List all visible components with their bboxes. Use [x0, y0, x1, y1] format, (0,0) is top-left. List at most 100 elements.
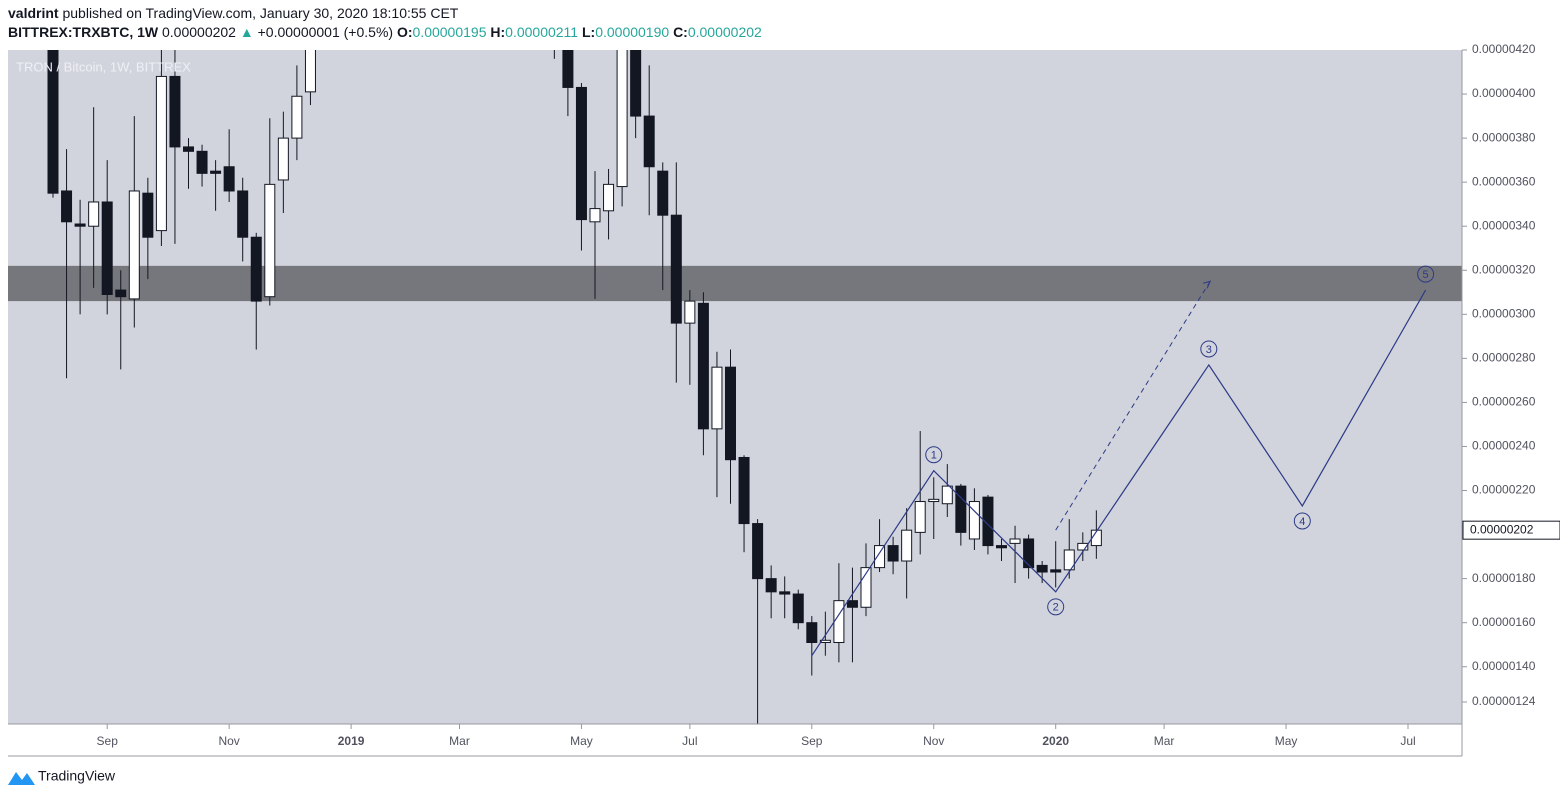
candle-body: [575, 86, 587, 221]
candle-body: [223, 166, 235, 192]
x-tick-label: Sep: [97, 734, 119, 748]
candle-body: [142, 192, 154, 238]
quote-value: 0.00000190: [595, 24, 669, 40]
chart-legend: TRON / Bitcoin, 1W, BITTREX: [16, 59, 191, 74]
x-tick-label: May: [570, 734, 593, 748]
resistance-zone: [8, 265, 1462, 302]
y-tick-label: 0.00000360: [1472, 174, 1536, 188]
candle-body: [874, 545, 886, 569]
candle-body: [264, 183, 276, 298]
wave-label-circle: [1293, 512, 1311, 530]
candle-body: [968, 501, 980, 540]
candle-body: [1036, 564, 1048, 573]
candle-body: [684, 300, 696, 324]
wave-label-circle: [1200, 340, 1218, 358]
symbol: BITTREX:TRXBTC, 1W: [8, 24, 159, 40]
y-tick-label: 0.00000300: [1472, 306, 1536, 320]
candle-body: [914, 501, 926, 533]
candle-body: [711, 366, 723, 430]
y-tick-label: 0.00000420: [1472, 42, 1536, 56]
y-tick-label: 0.00000160: [1472, 615, 1536, 629]
x-tick-label: May: [1275, 734, 1298, 748]
candle-body: [630, 50, 642, 117]
candle-body: [928, 498, 940, 503]
candle-body: [779, 591, 791, 595]
candle-body: [657, 170, 669, 216]
candle-body: [752, 523, 764, 580]
candle-body: [725, 366, 736, 461]
candle-body: [996, 545, 1007, 549]
projection-line: [1055, 281, 1211, 531]
candle-body: [765, 578, 777, 593]
candle-body: [616, 50, 628, 188]
candle-body: [183, 146, 194, 152]
candle-body: [643, 115, 655, 168]
change: +0.00000001 (+0.5%): [258, 24, 393, 40]
x-tick-label: Nov: [218, 734, 239, 748]
header-line-1: valdrint published on TradingView.com, J…: [8, 5, 459, 21]
candle-body: [1063, 549, 1075, 571]
candle-body: [1090, 529, 1102, 547]
candle-body: [901, 529, 913, 562]
candle-body: [115, 289, 127, 298]
y-tick-label: 0.00000340: [1472, 218, 1536, 232]
candle-body: [670, 214, 682, 324]
candle-body: [738, 456, 750, 525]
x-tick-label: Mar: [449, 734, 470, 748]
candle-body: [1009, 538, 1021, 544]
x-tick-label: Jul: [1400, 734, 1415, 748]
candle-body: [74, 223, 86, 227]
x-tick-label: Mar: [1154, 734, 1175, 748]
published: published on TradingView.com, January 30…: [62, 5, 458, 21]
wave-label: 5: [1423, 269, 1429, 281]
candle-body: [887, 545, 899, 562]
candle-body: [291, 95, 303, 139]
candle-body: [697, 302, 709, 430]
candle-body: [1050, 569, 1062, 573]
quote-label: L:: [582, 24, 595, 40]
candle-body: [806, 622, 818, 644]
candle-body: [792, 593, 804, 624]
quote-value: 0.00000195: [413, 24, 487, 40]
y-tick-label: 0.00000124: [1472, 694, 1536, 708]
quote-value: 0.00000211: [505, 24, 578, 40]
wave-label-circle: [925, 446, 943, 464]
y-tick-label: 0.00000140: [1472, 659, 1536, 673]
x-tick-label: 2019: [338, 734, 365, 748]
candle-body: [277, 137, 289, 181]
author: valdrint: [8, 5, 59, 21]
candle-body: [47, 50, 59, 194]
candle-body: [833, 600, 845, 644]
candle-body: [589, 208, 601, 223]
candle-body: [304, 50, 316, 93]
candle-body: [860, 567, 872, 608]
candle-body: [1023, 538, 1035, 569]
y-tick-label: 0.00000260: [1472, 395, 1536, 409]
candle-body: [955, 485, 967, 533]
footer-brand: TradingView: [38, 768, 116, 784]
y-tick-label: 0.00000220: [1472, 483, 1536, 497]
change-arrow: ▲: [240, 24, 254, 40]
candle-body: [941, 485, 953, 505]
quote-label: C:: [673, 24, 688, 40]
candle-body: [250, 236, 262, 302]
logo-icon: [8, 772, 35, 785]
wave-label: 2: [1053, 602, 1059, 614]
y-tick-label: 0.00000240: [1472, 439, 1536, 453]
x-tick-label: Sep: [801, 734, 823, 748]
candle-body: [101, 201, 113, 295]
price: 0.00000202: [162, 24, 236, 40]
candle-body: [196, 150, 208, 174]
wave-label: 3: [1206, 344, 1212, 356]
last-price-label: 0.00000202: [1470, 522, 1534, 536]
wave-line: [811, 289, 1427, 657]
candle-body: [603, 183, 615, 212]
candle-body: [88, 201, 100, 227]
quote-label: H:: [490, 24, 505, 40]
candle-body: [128, 190, 140, 300]
last-price-box: [1462, 520, 1560, 540]
y-tick-label: 0.00000320: [1472, 262, 1536, 276]
candle-body: [237, 190, 249, 238]
candle-body: [819, 639, 831, 644]
